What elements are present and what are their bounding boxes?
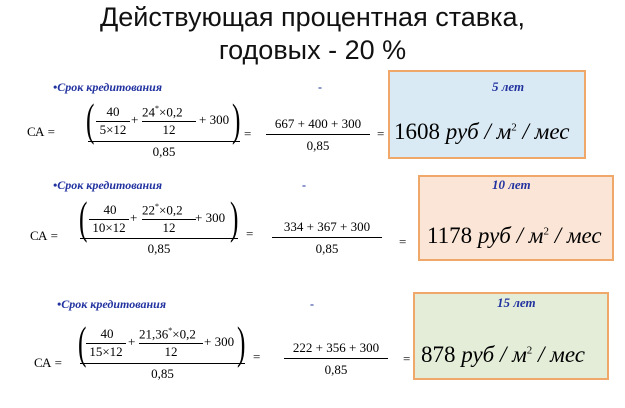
result-box <box>418 175 614 261</box>
plus-300: + 300 <box>199 112 230 127</box>
plus-sign: + <box>128 334 136 349</box>
fraction-a-denominator: 10×12 <box>92 220 126 235</box>
fraction-b-numerator: 22*×0,2 <box>142 202 183 218</box>
fraction-b-numerator: 21,36*×0,2 <box>139 326 196 342</box>
main-denominator: 0,85 <box>151 366 174 381</box>
term-label: •Срок кредитования <box>53 80 162 94</box>
result-box <box>413 292 609 380</box>
sum-denominator: 0,85 <box>324 362 348 377</box>
term-dash: - <box>310 297 314 311</box>
ca-label: СА = <box>34 355 62 370</box>
fraction-b-numerator: 24*×0,2 <box>142 104 183 120</box>
slide-title-line-1: Действующая процентная ставка, <box>99 2 526 32</box>
equals-sign: = <box>246 226 254 241</box>
fraction-b-denominator: 12 <box>162 122 176 137</box>
term-dash: - <box>318 80 322 94</box>
equals-sign: = <box>377 126 385 141</box>
fraction-b-denominator: 12 <box>162 220 176 235</box>
result-value: 1178 руб / м2 / мес <box>427 223 602 248</box>
term-value: 15 лет <box>497 295 536 310</box>
result-value: 1608 руб / м2 / мес <box>394 119 570 144</box>
fraction-a-denominator: 15×12 <box>89 344 123 359</box>
main-denominator: 0,85 <box>152 144 176 159</box>
term-value: 5 лет <box>492 79 525 94</box>
term-dash: - <box>302 178 306 192</box>
equals-sign: = <box>244 126 252 141</box>
fraction-a-denominator: 5×12 <box>99 122 127 137</box>
sum-denominator: 0,85 <box>306 138 330 153</box>
result-value: 878 руб / м2 / мес <box>421 342 585 367</box>
equals-sign: = <box>253 349 261 364</box>
fraction-a-numerator: 40 <box>103 202 117 217</box>
sum-numerator: 667 + 400 + 300 <box>274 116 362 131</box>
sum-numerator: 222 + 356 + 300 <box>292 340 380 355</box>
ca-label: СА = <box>27 124 55 139</box>
fraction-a-numerator: 40 <box>100 326 114 341</box>
term-label: •Срок кредитования <box>57 297 166 311</box>
plus-sign: + <box>130 210 138 225</box>
main-denominator: 0,85 <box>147 241 171 256</box>
equals-sign: = <box>399 234 407 249</box>
sum-denominator: 0,85 <box>315 241 339 256</box>
plus-300: + 300 <box>195 210 226 225</box>
slide-title-line-2: годовых - 20 % <box>218 35 407 65</box>
fraction-a-numerator: 40 <box>106 104 120 119</box>
equals-sign: = <box>403 351 411 366</box>
term-label: •Срок кредитования <box>53 178 162 192</box>
plus-300: + 300 <box>204 334 235 349</box>
term-value: 10 лет <box>492 177 531 192</box>
plus-sign: + <box>131 112 139 127</box>
sum-numerator: 334 + 367 + 300 <box>283 219 371 234</box>
fraction-b-denominator: 12 <box>164 344 178 359</box>
ca-label: СА = <box>30 228 58 243</box>
result-box <box>388 70 586 159</box>
